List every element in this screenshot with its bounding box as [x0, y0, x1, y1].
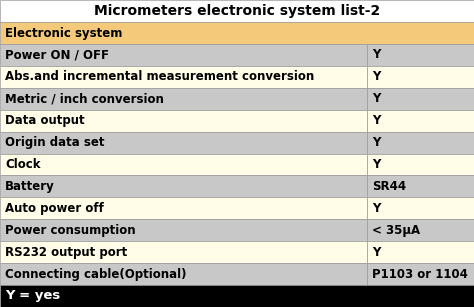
Bar	[367, 241, 474, 263]
Text: Y: Y	[373, 246, 381, 258]
Text: Origin data set: Origin data set	[5, 136, 104, 149]
Bar	[367, 88, 474, 110]
Text: Y: Y	[373, 202, 381, 215]
Bar	[367, 176, 474, 197]
Bar	[0, 241, 367, 263]
Bar	[367, 110, 474, 132]
Bar	[0, 110, 367, 132]
Text: SR44: SR44	[373, 180, 407, 193]
Bar	[367, 154, 474, 176]
Text: Clock: Clock	[5, 158, 40, 171]
Text: Y = yes: Y = yes	[5, 290, 60, 302]
Bar	[0, 285, 474, 307]
Text: Power ON / OFF: Power ON / OFF	[5, 49, 109, 61]
Text: Auto power off: Auto power off	[5, 202, 104, 215]
Bar	[0, 219, 367, 241]
Text: Metric / inch conversion: Metric / inch conversion	[5, 92, 164, 105]
Text: P1103 or 1104: P1103 or 1104	[373, 267, 468, 281]
Bar	[367, 44, 474, 66]
Text: Y: Y	[373, 92, 381, 105]
Text: Y: Y	[373, 49, 381, 61]
Bar	[367, 263, 474, 285]
Text: RS232 output port: RS232 output port	[5, 246, 127, 258]
Text: Y: Y	[373, 114, 381, 127]
Text: Abs.and incremental measurement conversion: Abs.and incremental measurement conversi…	[5, 70, 314, 84]
Bar	[0, 176, 367, 197]
Bar	[0, 44, 367, 66]
Text: Data output: Data output	[5, 114, 85, 127]
Text: Battery: Battery	[5, 180, 55, 193]
Bar	[0, 197, 367, 219]
Text: Micrometers electronic system list-2: Micrometers electronic system list-2	[94, 4, 380, 18]
Text: Power consumption: Power consumption	[5, 224, 136, 237]
Bar	[367, 132, 474, 154]
Text: Y: Y	[373, 70, 381, 84]
Bar	[0, 0, 474, 22]
Bar	[367, 66, 474, 88]
Bar	[0, 132, 367, 154]
Bar	[0, 263, 367, 285]
Text: Electronic system: Electronic system	[5, 26, 122, 40]
Text: Y: Y	[373, 136, 381, 149]
Text: Connecting cable(Optional): Connecting cable(Optional)	[5, 267, 186, 281]
Text: Y: Y	[373, 158, 381, 171]
Text: < 35μA: < 35μA	[373, 224, 420, 237]
Bar	[367, 219, 474, 241]
Bar	[0, 88, 367, 110]
Bar	[0, 22, 474, 44]
Bar	[0, 154, 367, 176]
Bar	[0, 66, 367, 88]
Bar	[367, 197, 474, 219]
